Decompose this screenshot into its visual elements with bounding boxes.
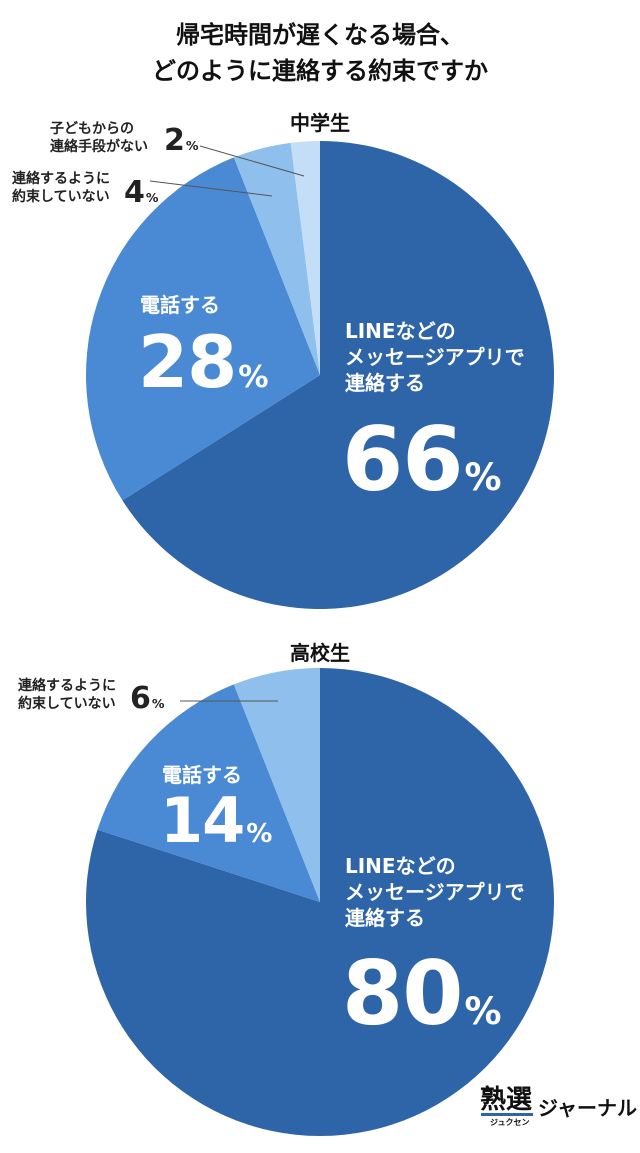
slice-label: LINEなどの メッセージアプリで 連絡する [345, 854, 525, 930]
value-label: 28% [138, 320, 269, 404]
title-line: どのように連絡する約束ですか [152, 57, 488, 85]
logo-bar [481, 1113, 533, 1116]
logo-name: ジャーナル [538, 1096, 637, 1120]
pie-slice [290, 141, 320, 375]
slice-label: 子どもからの 連絡手段がない [50, 121, 148, 156]
slice-label: 連絡するように 約束していない [18, 678, 116, 713]
value-label: 4% [124, 175, 158, 210]
chart-subtitle: 高校生 [290, 641, 350, 665]
title-line: 帰宅時間が遅くなる場合、 [176, 21, 464, 49]
logo: 熟選 [480, 1085, 533, 1115]
pie-slice [122, 141, 554, 609]
chart-subtitle: 中学生 [290, 111, 350, 135]
slice-label: LINEなどの メッセージアプリで 連絡する [345, 319, 525, 395]
pie-slice [233, 142, 320, 375]
pie-slice [97, 684, 320, 902]
slice-label: 電話する [162, 763, 242, 787]
slice-label: 連絡するように 約束していない [12, 171, 110, 206]
pie-slice [85, 157, 320, 501]
value-label: 6% [130, 681, 164, 716]
leader-line [149, 180, 273, 197]
pie-slice [86, 668, 555, 1136]
value-label: 14% [160, 784, 272, 857]
logo-reading: ジュクセン [490, 1118, 530, 1127]
value-label: 66% [342, 408, 502, 511]
value-label: 2% [164, 123, 198, 158]
value-label: 80% [342, 942, 502, 1045]
leader-line [199, 145, 305, 177]
slice-label: 電話する [140, 293, 220, 317]
pie-slice [233, 668, 320, 902]
